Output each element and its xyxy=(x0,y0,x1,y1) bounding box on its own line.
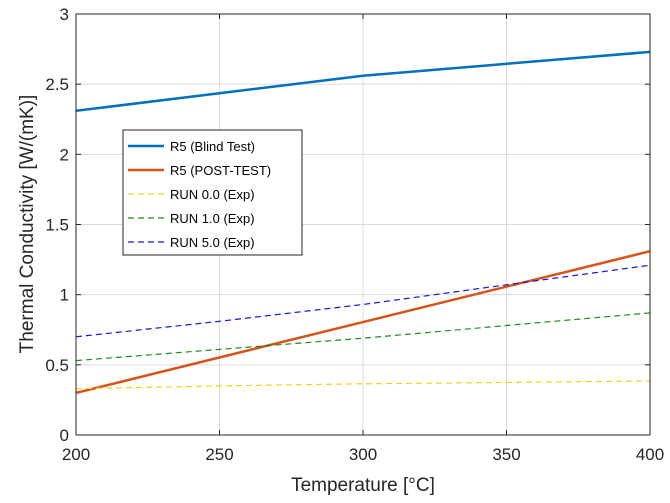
y-tick-label: 0 xyxy=(60,426,69,445)
legend-label-2: R5 (POST-TEST) xyxy=(170,163,271,178)
x-tick-labels: 200 250 300 350 400 xyxy=(62,445,664,464)
y-tick-label: 2.5 xyxy=(45,75,69,94)
series-line-1 xyxy=(75,50,651,113)
y-tick-label: 3 xyxy=(60,5,69,24)
series-line-5 xyxy=(75,264,651,338)
series-line-3 xyxy=(75,380,651,390)
y-axis-title: Thermal Conductivity [W/(mK)] xyxy=(17,95,38,354)
y-tick-label: 1.5 xyxy=(45,216,69,235)
y-tick-labels: 0 0.5 1 1.5 2 2.5 3 xyxy=(45,5,69,445)
legend-label-1: R5 (Blind Test) xyxy=(170,139,255,154)
axis-ticks xyxy=(75,13,651,436)
legend-label-4: RUN 1.0 (Exp) xyxy=(170,211,255,226)
legend: R5 (Blind Test) R5 (POST-TEST) RUN 0.0 (Ex… xyxy=(122,129,303,256)
x-tick-label: 300 xyxy=(349,445,377,464)
y-tick-label: 2 xyxy=(60,145,69,164)
x-tick-label: 350 xyxy=(492,445,520,464)
x-tick-label: 200 xyxy=(62,445,90,464)
y-tick-label: 0.5 xyxy=(45,356,69,375)
legend-label-5: RUN 5.0 (Exp) xyxy=(170,235,255,250)
x-axis-title: Temperature [°C] xyxy=(291,475,435,496)
legend-label-3: RUN 0.0 (Exp) xyxy=(170,187,255,202)
legend-box xyxy=(122,129,303,256)
series-lines xyxy=(75,50,651,395)
series-line-2 xyxy=(75,249,651,395)
x-tick-label: 400 xyxy=(636,445,664,464)
x-tick-label: 250 xyxy=(205,445,233,464)
y-tick-label: 1 xyxy=(60,286,69,305)
series-line-4 xyxy=(75,312,651,362)
